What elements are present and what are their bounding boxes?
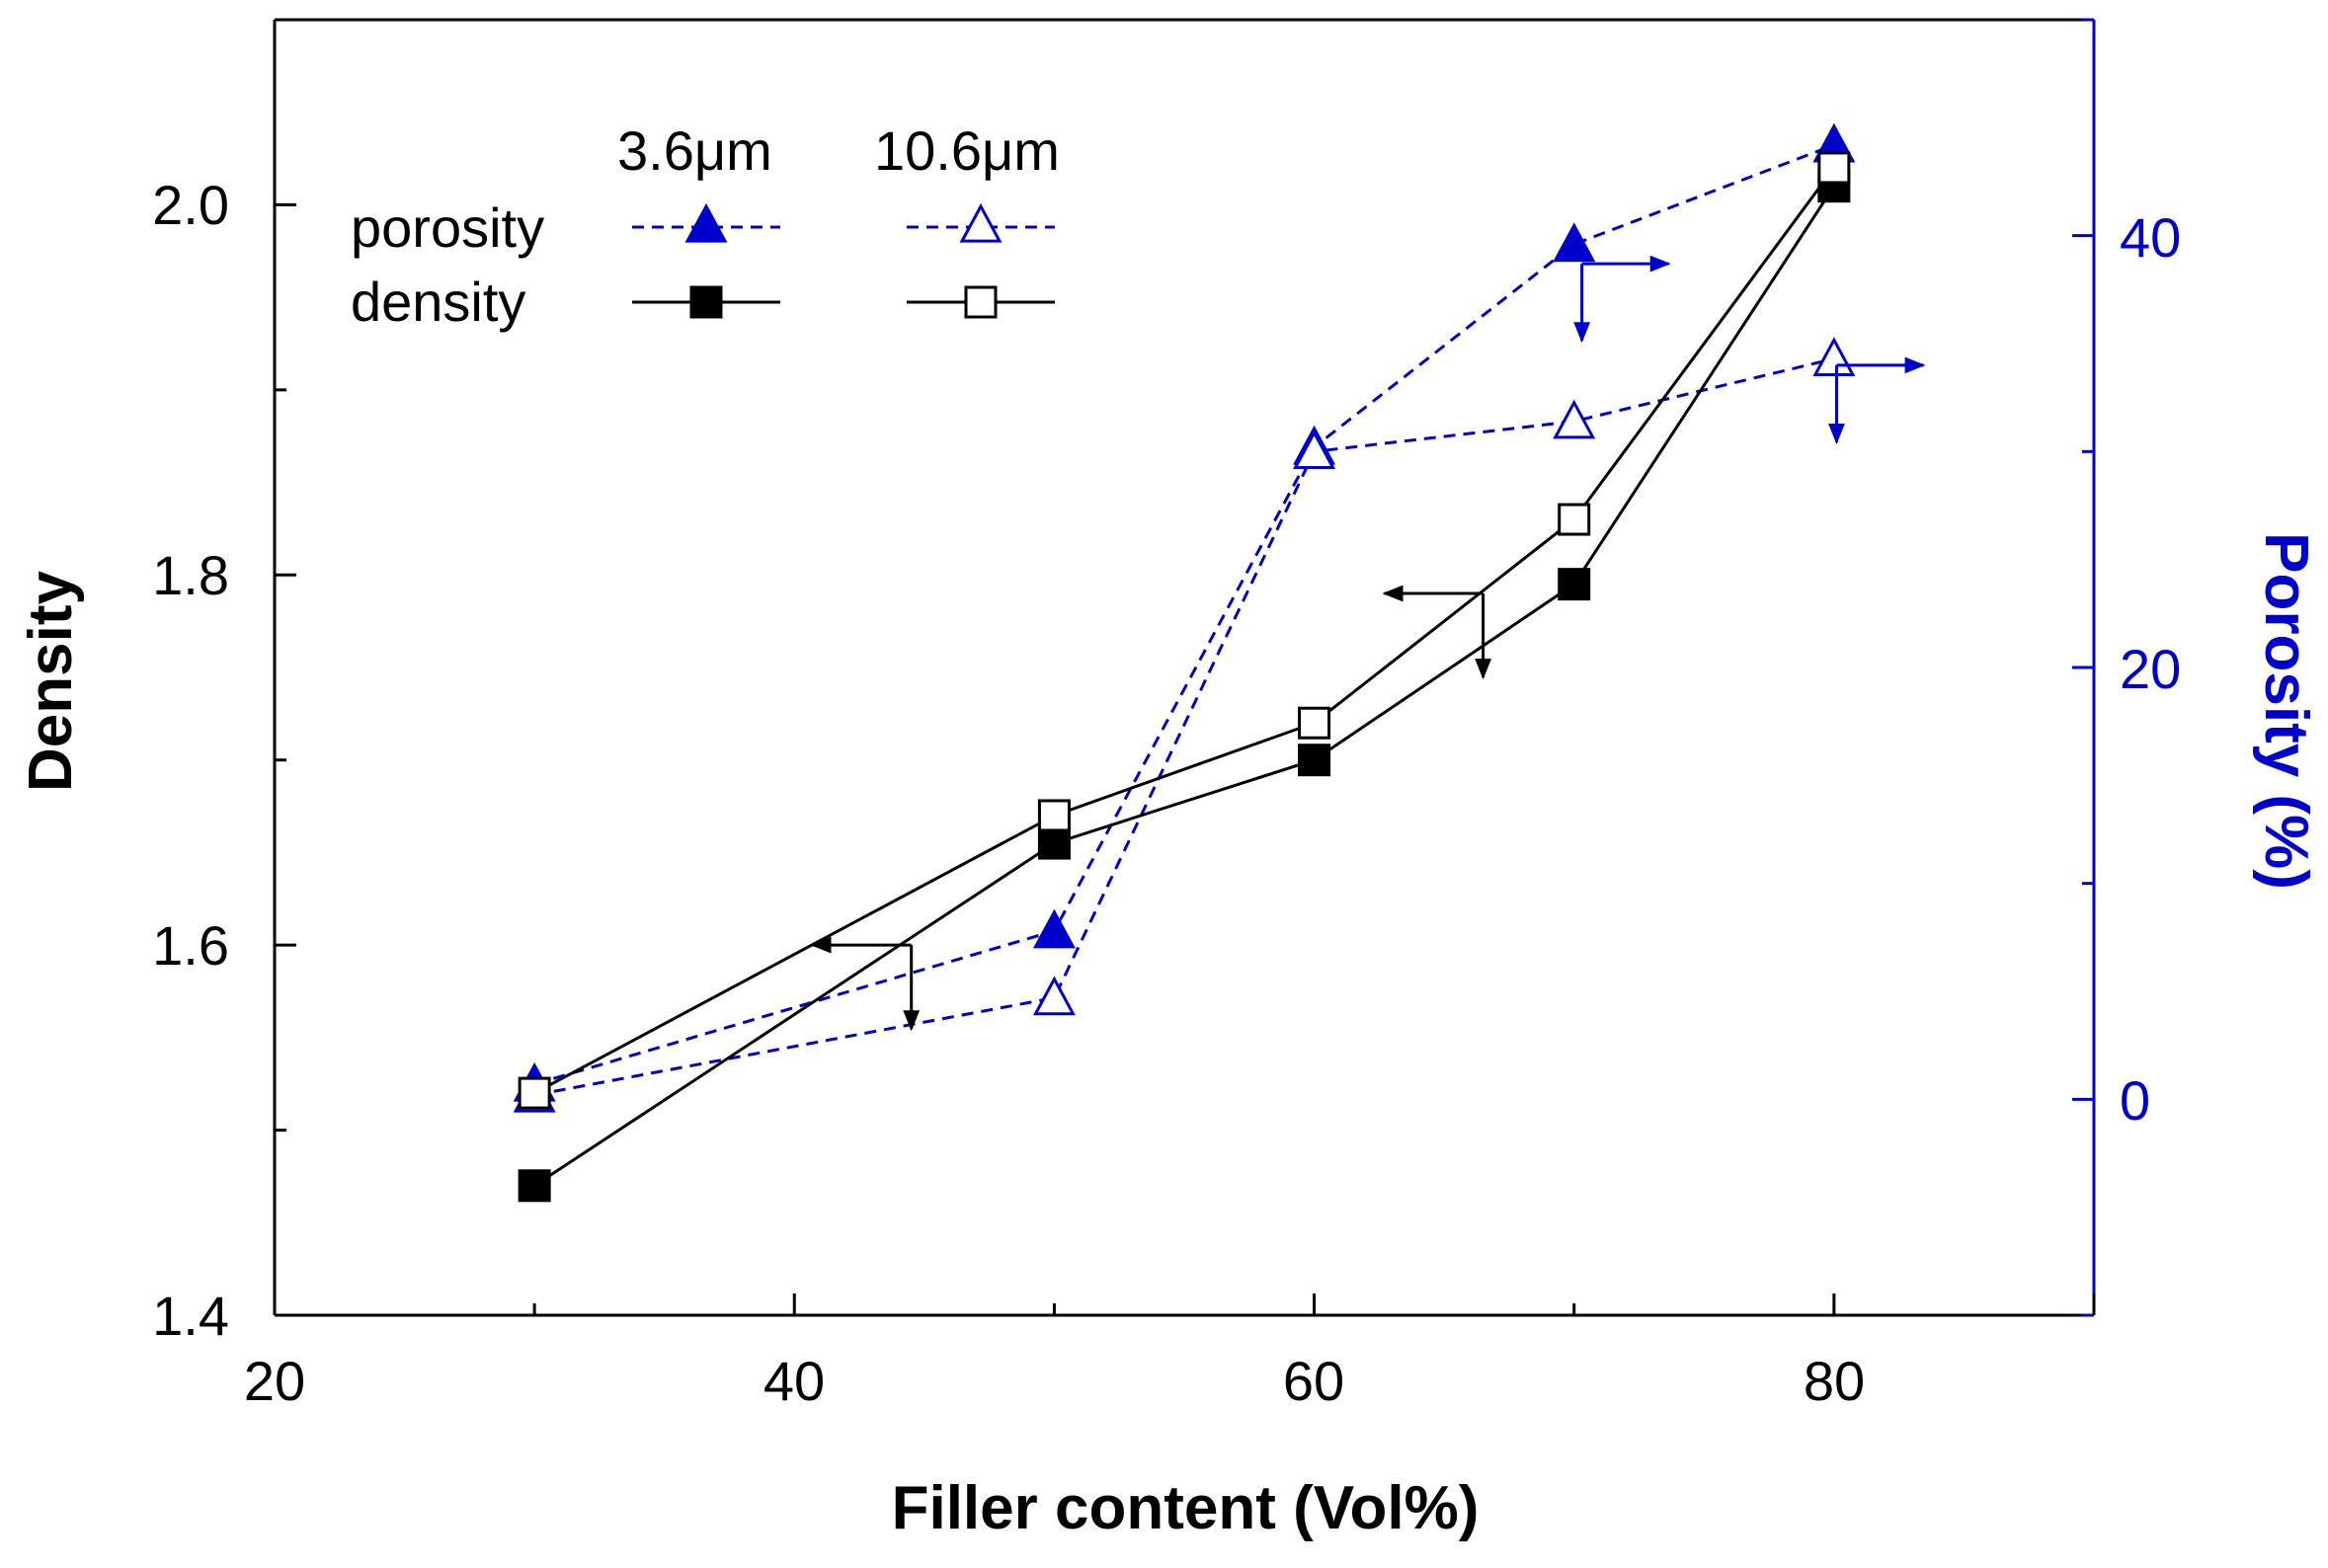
y2-tick-label: 0 — [2120, 1069, 2150, 1132]
y-tick-label: 2.0 — [152, 174, 229, 236]
y2-axis-title: Porosity (%) — [2252, 532, 2320, 890]
x-tick-label: 20 — [244, 1350, 305, 1412]
legend-col-3-6um: 3.6μm — [617, 119, 772, 182]
data-point — [1817, 151, 1851, 185]
data-point — [1032, 908, 1076, 949]
y-tick-label: 1.8 — [152, 544, 229, 606]
data-point — [1298, 706, 1331, 740]
data-point — [1293, 430, 1336, 469]
legend-marker-porosity-10-6um — [959, 202, 1003, 243]
y-tick-label: 1.4 — [152, 1285, 229, 1347]
legend-row-density: density — [351, 271, 525, 333]
series-porosity-3-6-m — [513, 122, 1856, 1102]
series-density-3-6-m — [518, 170, 1851, 1203]
axis-indicator-right — [1828, 356, 1926, 444]
y2-tick-label: 40 — [2120, 206, 2181, 269]
legend-marker-density-3-6um — [689, 285, 723, 319]
axis-indicator-right — [1573, 255, 1671, 344]
x-tick-label: 80 — [1804, 1350, 1865, 1412]
annotation-layer — [810, 255, 1926, 1032]
legend-col-10-6um: 10.6μm — [874, 119, 1060, 182]
x-tick-label: 60 — [1283, 1350, 1344, 1412]
data-point — [1553, 222, 1596, 263]
series-density-10-6-m — [518, 151, 1851, 1110]
legend-symbols — [632, 202, 1055, 319]
axis-indicator-left — [810, 936, 921, 1032]
legend-row-porosity: porosity — [351, 196, 544, 259]
series-line — [533, 356, 1835, 1097]
data-point — [1037, 799, 1071, 832]
legend-marker-porosity-3-6um — [684, 202, 728, 243]
axis-indicator-left — [1382, 585, 1492, 680]
data-point — [518, 1169, 551, 1203]
series-line — [533, 143, 1835, 1086]
x-tick-label: 40 — [763, 1350, 825, 1412]
y-tick-label: 1.6 — [152, 914, 229, 977]
data-point — [1032, 976, 1076, 1016]
data-point — [1298, 744, 1331, 777]
data-point — [1558, 568, 1591, 601]
data-point — [1037, 826, 1071, 860]
data-point — [1553, 399, 1596, 439]
y2-tick-label: 20 — [2120, 638, 2181, 700]
data-point — [1558, 503, 1591, 536]
legend-marker-density-10-6um — [964, 285, 998, 319]
tick-labels: 20 40 60 80 1.4 1.6 1.8 2.0 0 20 40 — [152, 174, 2181, 1412]
series-layer — [513, 122, 1856, 1203]
data-point — [1812, 337, 1856, 376]
legend: 3.6μm 10.6μm porosity density — [351, 119, 1060, 333]
x-axis-title: Filler content (Vol%) — [892, 1474, 1480, 1542]
data-point — [518, 1076, 551, 1110]
axis-ticks — [273, 18, 2096, 1317]
y-axis-title: Density — [17, 571, 85, 792]
series-line — [533, 167, 1836, 1095]
